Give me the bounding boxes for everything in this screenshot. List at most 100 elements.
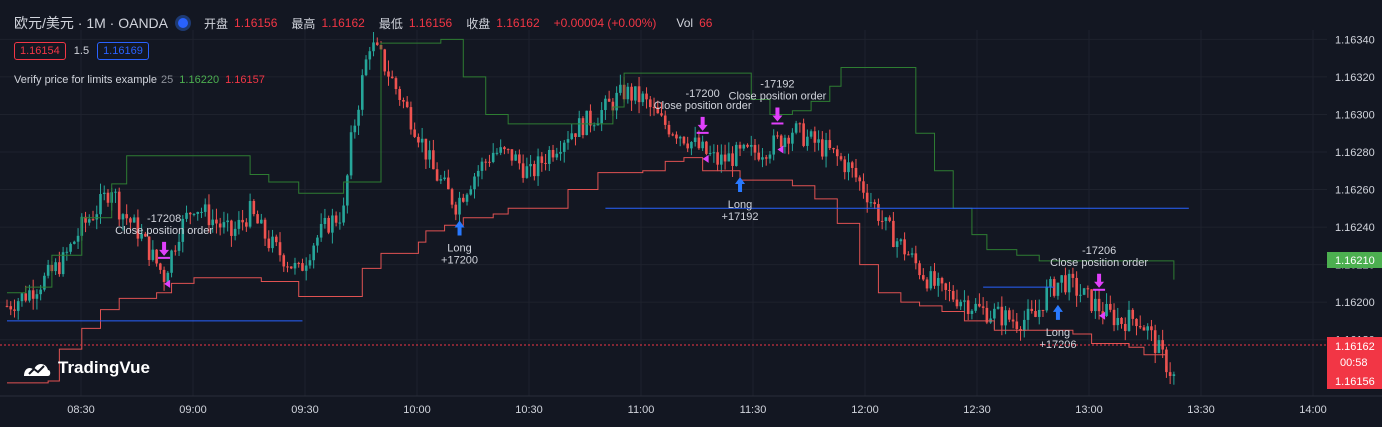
candle-body <box>353 125 357 133</box>
close-order-arrow-icon <box>1094 273 1105 288</box>
close-order-bar <box>158 256 171 259</box>
candle-body <box>226 220 229 223</box>
long-label: Long <box>728 199 752 211</box>
candle-body <box>663 115 667 125</box>
candle-body <box>607 98 611 102</box>
candle-body <box>843 159 847 173</box>
close-value: 1.16162 <box>496 16 540 30</box>
candle-body <box>132 217 136 223</box>
candle-body <box>907 254 910 256</box>
candle-body <box>619 84 622 93</box>
candle-body <box>637 86 641 103</box>
candle-body <box>1097 298 1101 312</box>
candle-body <box>394 78 398 90</box>
candle-body <box>87 219 91 223</box>
candle-body <box>245 222 248 227</box>
legend-header: 欧元/美元 · 1M · OANDA 开盘 1.16156 最高 1.16162… <box>14 13 726 33</box>
sell-price-button[interactable]: 1.16154 <box>14 42 66 60</box>
time-tick-label: 14:00 <box>1299 404 1327 416</box>
candle-body <box>948 289 951 291</box>
candle-body <box>865 192 869 203</box>
candle-body <box>645 93 648 100</box>
time-tick-label: 10:30 <box>515 404 543 416</box>
candle-body <box>35 294 39 299</box>
candle-body <box>1026 308 1030 320</box>
candle-body <box>375 42 379 45</box>
candle-body <box>690 142 693 149</box>
candle-body <box>761 157 764 160</box>
candle-body <box>13 309 16 311</box>
candle-body <box>252 201 256 215</box>
open-value: 1.16156 <box>234 16 278 30</box>
close-fill-marker-icon <box>1099 311 1106 320</box>
close-order-id: -17200 <box>686 88 720 100</box>
close-fill-marker-icon <box>164 279 171 288</box>
close-order-arrow-icon <box>697 116 708 131</box>
candle-body <box>555 153 559 158</box>
candle-body <box>798 123 802 125</box>
entry-lines <box>7 207 1189 322</box>
candle-body <box>731 153 734 166</box>
candle-body <box>787 137 790 144</box>
indicator-legend[interactable]: Verify price for limits example 25 1.16220… <box>14 74 265 86</box>
high-label: 最高 <box>291 16 316 31</box>
candle-body <box>1086 288 1090 290</box>
candle-body <box>488 161 491 163</box>
candle-body <box>155 249 158 264</box>
candle-body <box>16 301 20 311</box>
market-status-icon <box>178 18 189 28</box>
candle-body <box>723 154 727 162</box>
candle-body <box>955 299 959 307</box>
candle-body <box>1060 275 1063 283</box>
candle-body <box>996 306 1000 309</box>
candle-body <box>84 216 87 223</box>
candle-body <box>147 236 151 260</box>
candle-body <box>877 204 880 221</box>
candle-body <box>525 166 529 178</box>
candle-body <box>1030 308 1034 312</box>
candle-body <box>140 233 143 239</box>
close-order-label: Close position order <box>654 100 752 112</box>
time-tick-label: 09:00 <box>179 404 207 416</box>
candle-body <box>383 49 387 72</box>
candle-body <box>544 162 547 164</box>
indicator-name: Verify price for limits example <box>14 74 158 86</box>
candle-body <box>144 233 147 237</box>
candle-body <box>940 278 944 284</box>
candle-body <box>286 266 289 268</box>
candle-body <box>39 289 42 295</box>
candle-body <box>630 86 633 101</box>
candle-body <box>1157 340 1161 353</box>
candle-body <box>888 217 891 221</box>
candle-body <box>346 175 349 206</box>
candle-body <box>506 149 510 151</box>
candle-body <box>1011 319 1015 322</box>
candle-body <box>24 293 27 301</box>
candle-body <box>1015 321 1019 330</box>
symbol-title[interactable]: 欧元/美元 · 1M · OANDA <box>14 15 169 31</box>
candle-body <box>241 219 244 223</box>
candle-body <box>521 163 525 178</box>
candle-body <box>783 137 787 147</box>
candle-body <box>319 223 323 238</box>
candle-body <box>267 238 271 249</box>
candle-body <box>776 135 779 137</box>
candle-body <box>192 213 196 215</box>
candle-body <box>604 98 607 111</box>
candle-body <box>600 110 603 124</box>
candle-body <box>435 169 439 181</box>
candle-body <box>862 181 865 193</box>
candle-body <box>31 290 35 299</box>
candle-body <box>1172 374 1176 377</box>
time-tick-label: 10:00 <box>403 404 431 416</box>
candle-body <box>473 176 476 190</box>
candle-body <box>480 161 484 171</box>
candle-body <box>1112 309 1116 326</box>
candle-body <box>304 265 308 271</box>
buy-price-button[interactable]: 1.16169 <box>97 42 149 60</box>
candle-body <box>809 131 813 137</box>
indicator-lower-value: 1.16157 <box>225 74 265 86</box>
candle-body <box>1071 273 1075 278</box>
candle-body <box>1131 309 1135 319</box>
